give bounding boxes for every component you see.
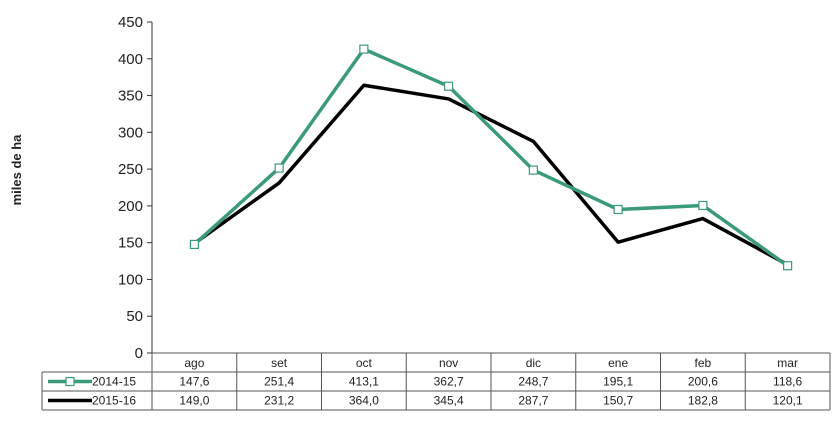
legend-label: 2015-16: [92, 394, 136, 408]
table-cell-value: 345,4: [434, 394, 464, 408]
table-cell-value: 248,7: [518, 375, 548, 389]
x-tick-label: ago: [184, 356, 204, 370]
data-point-marker: [444, 81, 454, 91]
table-cell-value: 200,6: [688, 375, 718, 389]
table-cell-value: 287,7: [518, 394, 548, 408]
y-tick-label: 400: [118, 51, 143, 68]
x-tick-label: mar: [777, 356, 798, 370]
data-point-marker: [274, 163, 284, 173]
y-axis-label: miles de ha: [9, 134, 24, 206]
legend-label: 2014-15: [92, 375, 136, 389]
table-cell-value: 413,1: [349, 375, 379, 389]
y-axis: 0 50 100 150 200 250 300 350 400 450: [118, 14, 153, 362]
y-tick-label: 150: [118, 235, 143, 252]
table-cell-value: 362,7: [434, 375, 464, 389]
table-cell-value: 120,1: [773, 394, 803, 408]
table-cell-value: 147,6: [179, 375, 209, 389]
data-point-marker: [528, 165, 538, 175]
y-tick-label: 50: [126, 308, 143, 325]
data-point-marker: [698, 200, 708, 211]
y-tick-label: 0: [135, 345, 143, 362]
data-point-marker: [359, 44, 369, 54]
x-tick-label: feb: [695, 356, 712, 370]
data-table: ago set oct nov dic ene feb mar 2014-15 147,6 251,…: [41, 352, 831, 411]
x-tick-label: nov: [439, 356, 458, 370]
table-cell-value: 195,1: [603, 375, 633, 389]
series-line-2014-15: [193, 47, 789, 268]
table-cell-value: 231,2: [264, 394, 294, 408]
table-cell-value: 149,0: [179, 394, 209, 408]
x-tick-label: dic: [526, 356, 541, 370]
y-tick-label: 350: [118, 88, 143, 105]
plot-series: [189, 44, 793, 271]
table-cell-value: 118,6: [773, 375, 802, 389]
y-tick-label: 250: [118, 161, 143, 178]
data-point-marker: [189, 239, 199, 250]
x-tick-label: set: [271, 356, 288, 370]
table-cell-value: 150,7: [603, 394, 633, 408]
data-point-marker: [613, 204, 623, 215]
x-tick-label: oct: [356, 356, 373, 370]
y-tick-label: 200: [118, 198, 143, 215]
data-point-marker: [783, 261, 793, 271]
y-tick-label: 300: [118, 124, 143, 141]
y-tick-label: 450: [118, 14, 143, 31]
series-line-2015-16: [193, 83, 789, 267]
legend-key-marker: [65, 376, 75, 387]
table-cell-value: 251,4: [264, 375, 294, 389]
table-cell-value: 182,8: [688, 394, 718, 408]
x-tick-label: ene: [608, 356, 628, 370]
y-tick-label: 100: [118, 271, 143, 288]
table-cell-value: 364,0: [349, 394, 379, 408]
